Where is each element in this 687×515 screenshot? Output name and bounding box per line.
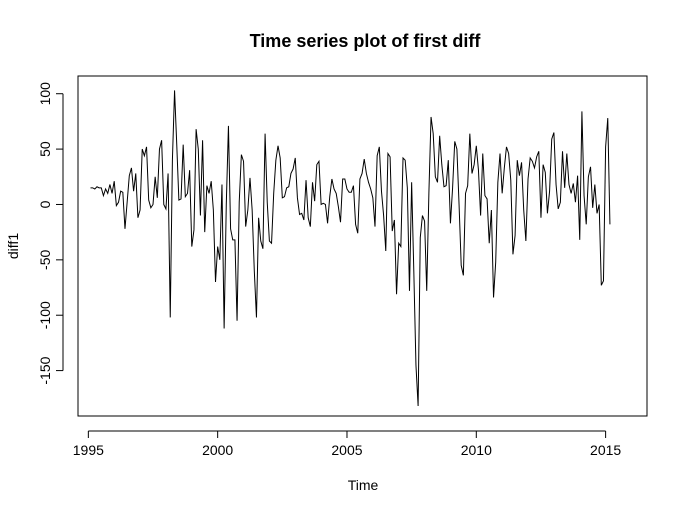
y-axis: -150 -100 -50 0 50 100 — [37, 82, 64, 385]
x-axis: 1995 2000 2005 2010 2015 — [73, 430, 621, 458]
y-tick-label: 0 — [37, 200, 53, 208]
x-tick-label: 2000 — [202, 442, 233, 458]
y-tick-label: -100 — [37, 301, 53, 329]
series-line — [90, 90, 611, 407]
x-tick-label: 2010 — [461, 442, 492, 458]
plot-frame — [77, 75, 648, 417]
y-tick-label: 100 — [37, 82, 53, 106]
y-axis-label: diff1 — [5, 233, 21, 259]
x-axis-label: Time — [348, 477, 379, 493]
y-tick-label: -150 — [37, 356, 53, 384]
x-tick-label: 2015 — [590, 442, 621, 458]
x-tick-label: 2005 — [331, 442, 362, 458]
y-tick-label: 50 — [37, 141, 53, 157]
x-tick-label: 1995 — [73, 442, 104, 458]
chart-title: Time series plot of first diff — [250, 31, 482, 51]
y-tick-label: -50 — [37, 250, 53, 270]
